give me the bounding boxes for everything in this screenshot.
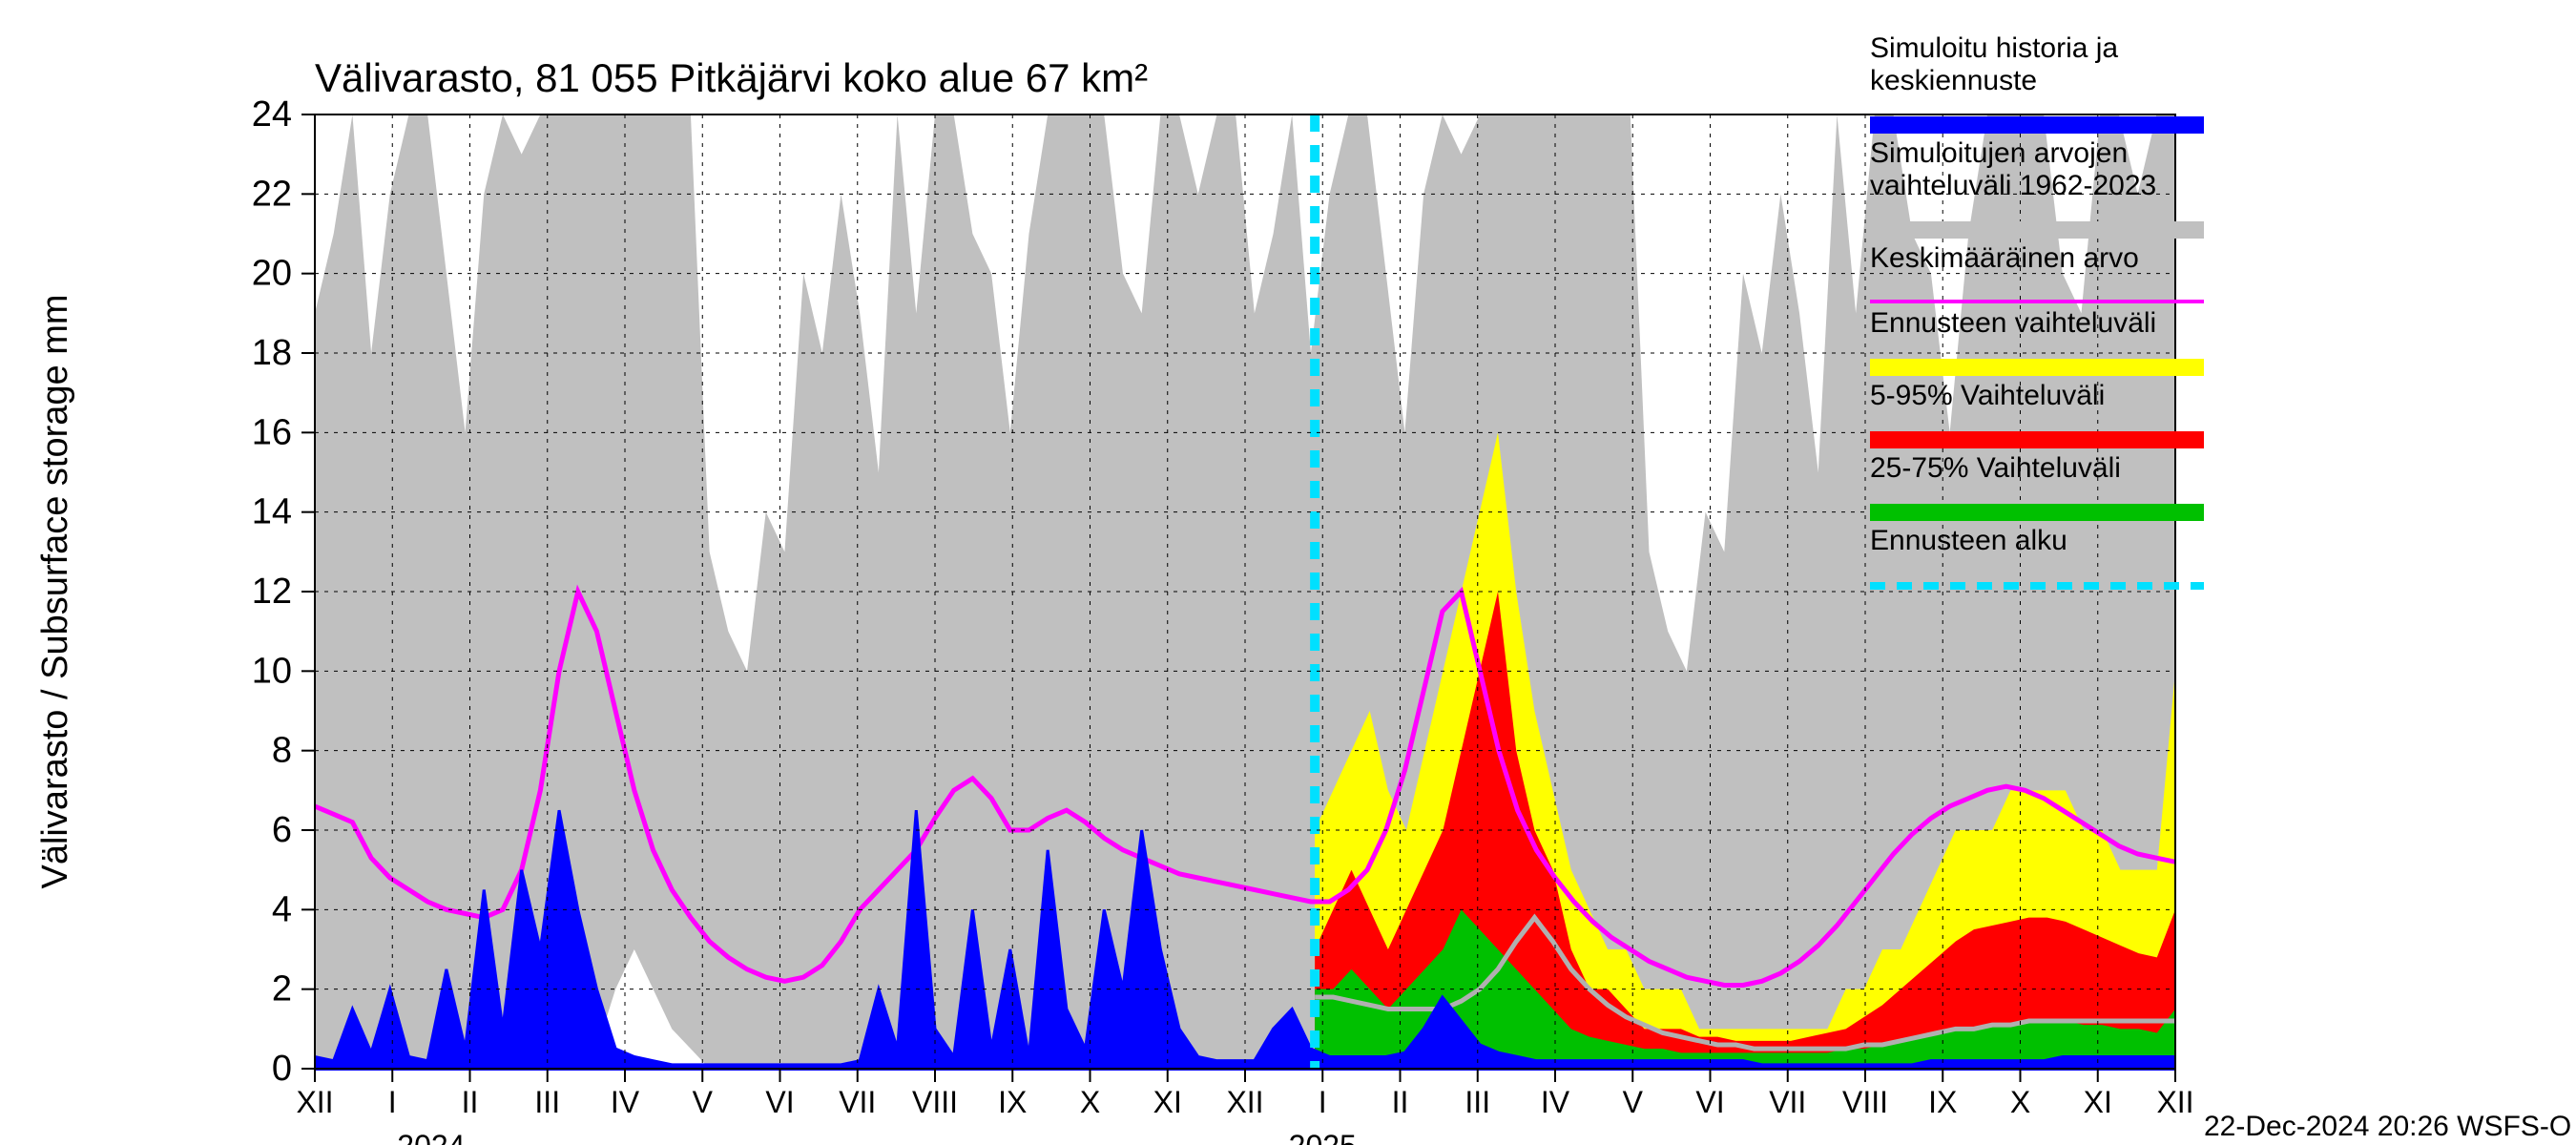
- legend-label: vaihteluväli 1962-2023: [1870, 170, 2156, 201]
- xtick-label: IX: [1928, 1085, 1957, 1119]
- xtick-label: VIII: [912, 1085, 958, 1119]
- xtick-label: X: [2010, 1085, 2030, 1119]
- ytick-label: 20: [252, 254, 292, 294]
- legend-label: 5-95% Vaihteluväli: [1870, 380, 2105, 411]
- xtick-label: XII: [296, 1085, 333, 1119]
- xtick-label: VII: [1769, 1085, 1806, 1119]
- xtick-label: X: [1080, 1085, 1100, 1119]
- xtick-label: XII: [2156, 1085, 2193, 1119]
- xtick-label: IV: [1541, 1085, 1570, 1119]
- legend-label: Ennusteen vaihteluväli: [1870, 307, 2156, 339]
- xtick-label: I: [1319, 1085, 1327, 1119]
- ytick-label: 2: [272, 969, 292, 1010]
- ytick-label: 0: [272, 1049, 292, 1089]
- xtick-label: XI: [2084, 1085, 2112, 1119]
- chart-container: 024681012141618202224XIIIIIIIIIVVVIVIIVI…: [0, 0, 2576, 1145]
- legend-label: Ennusteen alku: [1870, 525, 2067, 556]
- xtick-label: V: [1623, 1085, 1644, 1119]
- xtick-label: III: [534, 1085, 560, 1119]
- xtick-label: III: [1465, 1085, 1490, 1119]
- xtick-label: VIII: [1842, 1085, 1888, 1119]
- xtick-label: VI: [765, 1085, 794, 1119]
- year-label: 2024: [397, 1129, 465, 1145]
- xtick-label: VI: [1695, 1085, 1724, 1119]
- legend-swatch: [1870, 116, 2204, 134]
- legend-label: keskiennuste: [1870, 65, 2037, 96]
- legend-swatch: [1870, 221, 2204, 239]
- chart-title: Välivarasto, 81 055 Pitkäjärvi koko alue…: [315, 55, 1148, 100]
- xtick-label: IX: [998, 1085, 1027, 1119]
- legend-label: Simuloitu historia ja: [1870, 32, 2118, 64]
- xtick-label: V: [693, 1085, 714, 1119]
- legend-label: Simuloitujen arvojen: [1870, 137, 2128, 169]
- xtick-label: II: [462, 1085, 479, 1119]
- ytick-label: 16: [252, 412, 292, 452]
- xtick-label: XII: [1226, 1085, 1263, 1119]
- legend-label: 25-75% Vaihteluväli: [1870, 452, 2121, 484]
- xtick-label: VII: [839, 1085, 876, 1119]
- legend-swatch: [1870, 359, 2204, 376]
- xtick-label: IV: [611, 1085, 640, 1119]
- chart-svg: 024681012141618202224XIIIIIIIIIVVVIVIIVI…: [0, 0, 2576, 1145]
- ytick-label: 6: [272, 810, 292, 850]
- ytick-label: 24: [252, 94, 292, 135]
- year-label: 2025: [1289, 1129, 1357, 1145]
- ytick-label: 4: [272, 889, 292, 929]
- xtick-label: XI: [1153, 1085, 1182, 1119]
- ytick-label: 22: [252, 174, 292, 214]
- footer-text: 22-Dec-2024 20:26 WSFS-O: [2204, 1111, 2571, 1142]
- legend-swatch: [1870, 431, 2204, 448]
- ytick-label: 10: [252, 651, 292, 691]
- ytick-label: 8: [272, 731, 292, 771]
- ytick-label: 14: [252, 492, 292, 532]
- ytick-label: 18: [252, 333, 292, 373]
- legend-swatch: [1870, 504, 2204, 521]
- legend-label: Keskimääräinen arvo: [1870, 242, 2139, 274]
- xtick-label: II: [1392, 1085, 1409, 1119]
- ytick-label: 12: [252, 572, 292, 612]
- xtick-label: I: [388, 1085, 397, 1119]
- y-axis-label: Välivarasto / Subsurface storage mm: [35, 294, 75, 888]
